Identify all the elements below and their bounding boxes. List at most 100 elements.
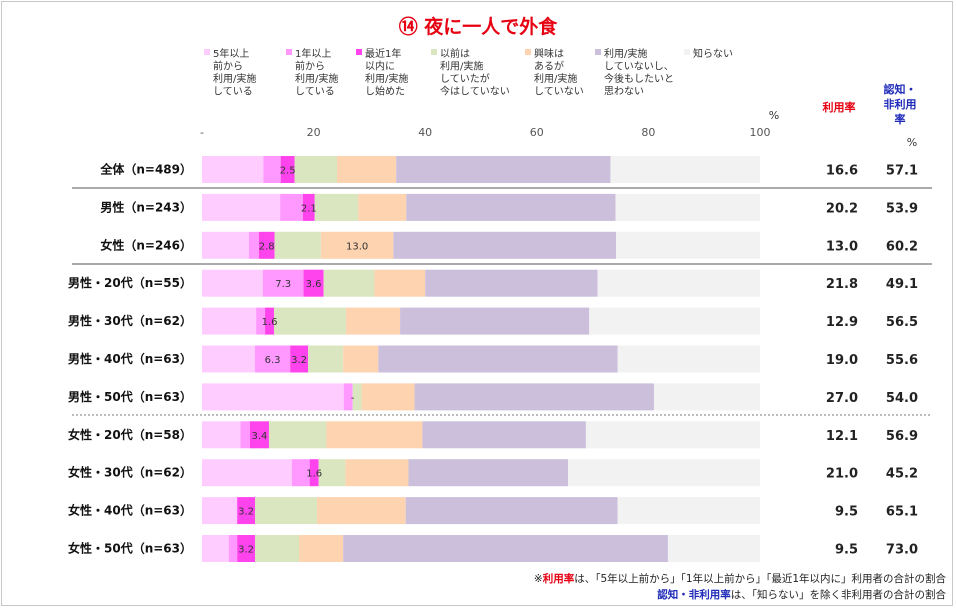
legend-label: 1年以上 (295, 47, 331, 60)
table-row: 全体（n=489） 2.5 16.6 57.1 (99, 156, 918, 183)
bar-data-label: - (351, 393, 355, 404)
bar-segment (202, 535, 229, 562)
category-label: 女性（n=246） (100, 237, 192, 252)
footnote: ※利用率は、「5年以上前から」「1年以上前から」「最近1年以内に」利用者の合計の… (534, 572, 947, 585)
bar-segment (653, 383, 760, 411)
awareness-rate-value: 49.1 (886, 277, 918, 292)
table-row: 男性・30代（n=62） 1.6 12.9 56.5 (68, 307, 918, 335)
bar-segment (202, 383, 344, 411)
bar-segment (400, 307, 590, 335)
bar-segment (228, 535, 238, 562)
usage-rate-value: 21.8 (826, 277, 858, 292)
bar-data-label: 3.6 (306, 279, 322, 290)
legend-label: 5年以上 (213, 47, 249, 60)
x-tick-label: 60 (530, 126, 544, 139)
bar-segment (202, 269, 263, 297)
bar-segment (320, 231, 394, 259)
table-row: 男性・40代（n=63） 6.3 3.2 19.0 55.6 (68, 345, 918, 373)
bar-segment (249, 421, 269, 449)
bar-data-label: 3.2 (291, 355, 307, 366)
legend-label: 利用/実施 (295, 72, 338, 85)
bar-segment (202, 345, 256, 373)
legend-label: 前から (213, 60, 243, 73)
bar-segment (202, 307, 257, 335)
bar-segment (202, 193, 281, 221)
bar-segment (258, 231, 275, 259)
bar-segment (568, 459, 760, 487)
legend-label: あるが (534, 60, 564, 73)
usage-rate-value: 12.1 (826, 429, 858, 444)
bar-rows: 全体（n=489） 2.5 16.6 57.1 男性（n=243） 2.1 20.2 53.9… (68, 156, 918, 562)
bar-segment (255, 497, 317, 525)
bar-segment (302, 193, 315, 221)
awareness-header-line: 率 (895, 112, 906, 126)
bar-segment (291, 459, 310, 487)
bar-segment (414, 383, 654, 411)
category-label: 女性・40代（n=63） (68, 503, 192, 518)
bar-segment (589, 307, 760, 335)
bar-segment (396, 156, 611, 183)
bar-segment (308, 345, 344, 373)
bar-segment (408, 459, 569, 487)
awareness-rate-value: 73.0 (886, 543, 918, 558)
legend-label: 以前は (440, 47, 470, 60)
legend-item: 知らない (684, 47, 733, 60)
bar-segment (343, 345, 379, 373)
bar-segment (343, 383, 353, 411)
legend-label: 利用/実施 (604, 47, 647, 60)
awareness-rate-unit: % (907, 136, 917, 149)
legend-label: 利用/実施 (365, 72, 408, 85)
x-tick-label: 20 (307, 126, 321, 139)
bar-segment (422, 421, 586, 449)
usage-rate-value: 19.0 (826, 353, 858, 368)
bar-segment (352, 383, 362, 411)
bar-segment (202, 497, 238, 525)
legend-label: している (295, 86, 335, 98)
bar-segment (425, 269, 598, 297)
legend-swatch (684, 49, 690, 55)
x-axis-unit: % (769, 109, 779, 122)
legend-label: している (213, 86, 253, 98)
footnotes: ※利用率は、「5年以上前から」「1年以上前から」「最近1年以内に」利用者の合計の… (534, 572, 947, 601)
bar-segment (615, 193, 760, 221)
bar-segment (202, 156, 264, 183)
bar-data-label: 2.8 (259, 241, 275, 252)
bar-segment (393, 231, 617, 259)
table-row: 女性（n=246） 2.8 13.0 13.0 60.2 (100, 231, 918, 259)
bar-segment (202, 421, 241, 449)
bar-segment (240, 421, 250, 449)
category-label: 女性・30代（n=62） (68, 465, 192, 480)
table-row: 女性・50代（n=63） 3.2 9.5 73.0 (68, 535, 918, 562)
usage-rate-value: 20.2 (826, 201, 858, 216)
bar-segment (616, 231, 760, 259)
bar-segment (361, 383, 415, 411)
bar-segment (256, 307, 266, 335)
bar-data-label: 2.5 (280, 166, 296, 177)
bar-segment (337, 156, 397, 183)
bar-segment (262, 269, 304, 297)
row-separators (72, 187, 932, 416)
legend-swatch (204, 49, 210, 55)
category-label: 女性・20代（n=58） (68, 427, 192, 442)
bar-segment (610, 156, 760, 183)
bar-data-label: 3.4 (252, 431, 268, 442)
legend-label: 今後もしたいと (604, 72, 674, 85)
legend-label: 思わない (604, 86, 644, 98)
category-label: 女性・50代（n=63） (68, 541, 192, 556)
legend-label: 興味は (534, 48, 564, 60)
legend: 5年以上前から利用/実施している1年以上前から利用/実施している最近1年以内に利… (204, 47, 733, 98)
bar-segment (268, 421, 327, 449)
bar-segment (202, 231, 249, 259)
legend-label: していたが (440, 72, 490, 85)
legend-swatch (431, 49, 437, 55)
bar-segment (318, 459, 346, 487)
x-tick-label: - (200, 126, 204, 139)
table-row: 女性・20代（n=58） 3.4 12.1 56.9 (68, 421, 918, 449)
awareness-rate-value: 65.1 (886, 505, 918, 520)
legend-label: 以内に (365, 60, 395, 73)
